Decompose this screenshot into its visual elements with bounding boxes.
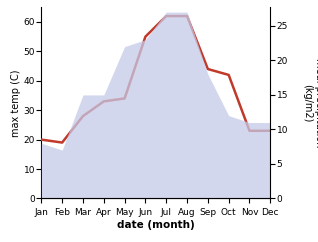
Y-axis label: med. precipitation
(kg/m2): med. precipitation (kg/m2)	[302, 58, 318, 148]
X-axis label: date (month): date (month)	[117, 220, 195, 230]
Y-axis label: max temp (C): max temp (C)	[11, 69, 21, 136]
